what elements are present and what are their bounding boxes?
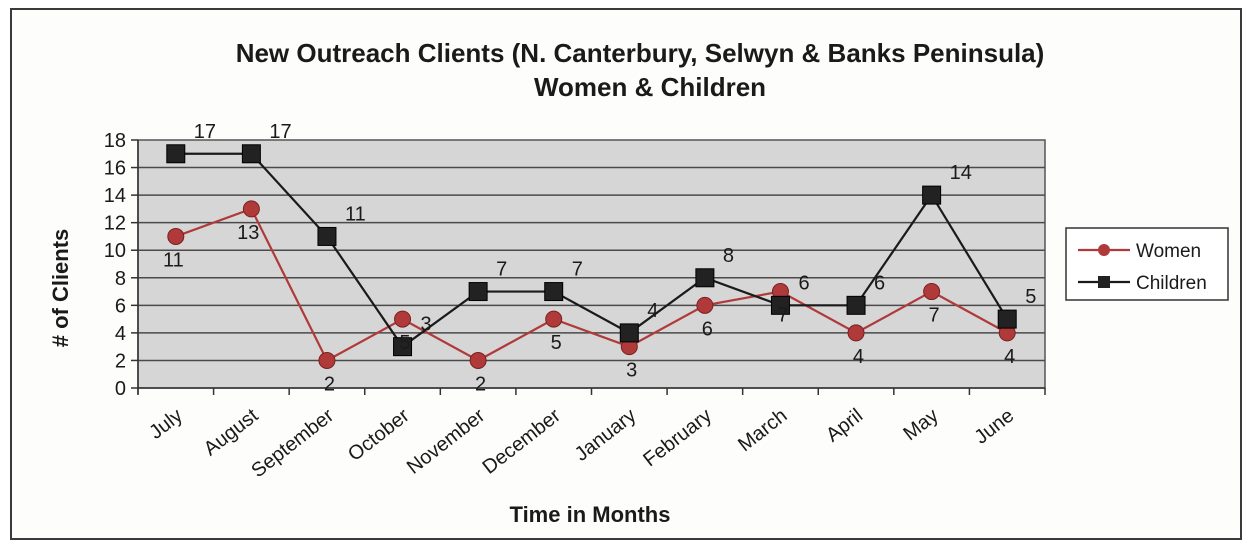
data-label: 6 (702, 318, 713, 340)
data-point (393, 337, 413, 357)
data-label: 5 (399, 332, 410, 354)
x-tick-label: May (899, 405, 942, 446)
data-label: 3 (626, 360, 637, 382)
data-point (544, 282, 564, 302)
chart-subtitle: Women & Children (534, 72, 766, 102)
data-label: 2 (324, 373, 335, 395)
data-point (166, 144, 186, 164)
data-label: 5 (551, 332, 562, 354)
legend-marker (1098, 244, 1110, 256)
data-label: 13 (237, 222, 259, 244)
y-tick-label: 12 (104, 213, 126, 235)
data-label: 6 (798, 272, 809, 294)
data-point (167, 227, 185, 245)
legend: Women Children (1065, 227, 1229, 301)
data-label: 14 (950, 162, 972, 184)
x-tick-label: October (344, 404, 414, 465)
x-axis-title: Time in Months (510, 502, 671, 527)
data-label: 5 (1025, 286, 1036, 308)
data-label: 4 (853, 346, 864, 368)
x-tick-label: June (971, 405, 1019, 449)
y-tick-label: 10 (104, 240, 126, 262)
x-tick-label: November (403, 404, 490, 478)
data-label: 11 (345, 203, 366, 225)
series-line (175, 207, 1008, 362)
legend-box (1065, 227, 1229, 301)
y-axis-title: # of Clients (48, 229, 73, 348)
y-tick-label: 2 (115, 350, 126, 372)
data-point (468, 282, 488, 302)
y-tick-label: 14 (104, 185, 126, 207)
data-label: 7 (777, 305, 788, 327)
data-label: 17 (194, 121, 216, 143)
data-point (770, 295, 790, 315)
x-tick-label: January (571, 405, 641, 466)
data-point (846, 295, 866, 315)
y-tick-label: 16 (104, 158, 126, 180)
data-point (545, 310, 563, 328)
data-point (923, 283, 941, 301)
data-label: 2 (475, 373, 486, 395)
x-tick-label: September (247, 404, 338, 482)
data-label: 6 (874, 272, 885, 294)
chart-title: New Outreach Clients (N. Canterbury, Sel… (236, 38, 1045, 68)
data-label: 4 (1004, 346, 1015, 368)
y-tick-label: 18 (104, 130, 126, 152)
data-label: 7 (572, 259, 583, 281)
data-point (317, 226, 337, 246)
data-label: 11 (163, 249, 184, 271)
data-point (241, 144, 261, 164)
data-point (318, 351, 336, 369)
x-tick-label: February (639, 405, 716, 472)
x-tick-label: July (145, 405, 187, 444)
plot-background (137, 139, 1046, 389)
data-label: 7 (929, 305, 940, 327)
data-label: 8 (723, 245, 734, 267)
y-tick-label: 0 (115, 378, 126, 400)
legend-marker (1098, 276, 1110, 288)
data-point (695, 268, 715, 288)
y-tick-label: 6 (115, 295, 126, 317)
y-tick-label: 8 (115, 268, 126, 290)
x-tick-label: April (822, 405, 867, 447)
data-label: 3 (421, 314, 432, 336)
data-point (922, 185, 942, 205)
data-label: 7 (496, 259, 507, 281)
legend-label: Women (1136, 241, 1201, 262)
data-point (997, 309, 1017, 329)
x-tick-label: December (479, 404, 566, 478)
data-point (619, 323, 639, 343)
data-label: 17 (269, 121, 291, 143)
data-label: 4 (647, 300, 658, 322)
data-point (394, 310, 412, 328)
y-tick-label: 4 (115, 323, 126, 345)
data-point (696, 296, 714, 314)
x-tick-label: August (200, 404, 263, 460)
data-point (469, 351, 487, 369)
data-point (242, 200, 260, 218)
x-tick-label: March (734, 405, 791, 457)
series-line (175, 152, 1009, 349)
data-point (847, 324, 865, 342)
legend-label: Children (1136, 273, 1207, 294)
